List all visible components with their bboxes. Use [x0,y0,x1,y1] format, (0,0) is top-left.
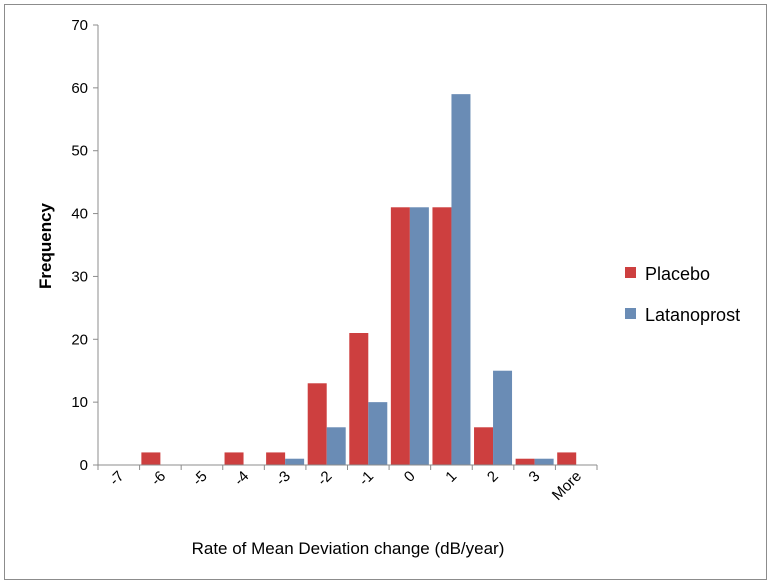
bar-latanoprost-1 [451,94,471,466]
x-tick-label: -7 [106,468,127,489]
bar-placebo-0 [390,207,410,466]
y-tick-label: 10 [71,394,88,411]
bar-latanoprost-2 [493,370,513,465]
bar-latanoprost-3 [534,458,554,465]
x-axis-title: Rate of Mean Deviation change (dB/year) [192,539,505,558]
y-tick-label: 20 [71,331,88,348]
y-axis-title: Frequency [36,202,55,289]
bar-placebo-1 [432,207,452,466]
x-axis-ticks: -7 -6 -5 -4 -3 -2 -1 0 1 2 3 More [97,465,598,504]
bar-placebo--1 [349,333,369,465]
bar-placebo--3 [266,452,286,465]
bar-latanoprost--3 [285,458,305,465]
y-tick-label: 40 [71,206,88,223]
x-tick-label: -3 [272,468,293,489]
x-tick-label: 1 [442,468,460,486]
x-tick-label: -4 [231,468,252,489]
bar-latanoprost--2 [326,427,346,465]
x-tick-label: 3 [526,468,544,486]
legend-label-latanoprost: Latanoprost [645,305,740,325]
bar-placebo-2 [474,427,494,465]
bars-group [141,94,577,466]
legend: Placebo Latanoprost [625,264,740,325]
legend-swatch-latanoprost [625,308,636,319]
bar-placebo--2 [307,383,327,465]
y-tick-label: 0 [80,457,88,474]
bar-placebo-more [557,452,577,465]
legend-swatch-placebo [625,267,636,278]
bar-latanoprost--1 [368,402,388,465]
bar-placebo--4 [224,452,244,465]
x-tick-label: 0 [401,468,419,486]
x-tick-label: -2 [314,468,335,489]
x-tick-label: -5 [189,468,210,489]
bar-placebo--6 [141,452,161,465]
y-tick-label: 30 [71,268,88,285]
chart-frame [4,4,767,580]
y-tick-label: 50 [71,143,88,160]
y-tick-label: 60 [71,80,88,97]
y-tick-label: 70 [71,17,88,34]
x-tick-label: 2 [484,468,502,486]
legend-label-placebo: Placebo [645,264,710,284]
x-tick-label: -1 [356,468,377,489]
bar-latanoprost-0 [409,207,429,466]
bar-placebo-3 [515,458,535,465]
x-tick-label: -6 [148,468,169,489]
y-axis-ticks: 0 10 20 30 40 50 60 70 [71,17,98,474]
x-tick-label: More [549,468,585,504]
